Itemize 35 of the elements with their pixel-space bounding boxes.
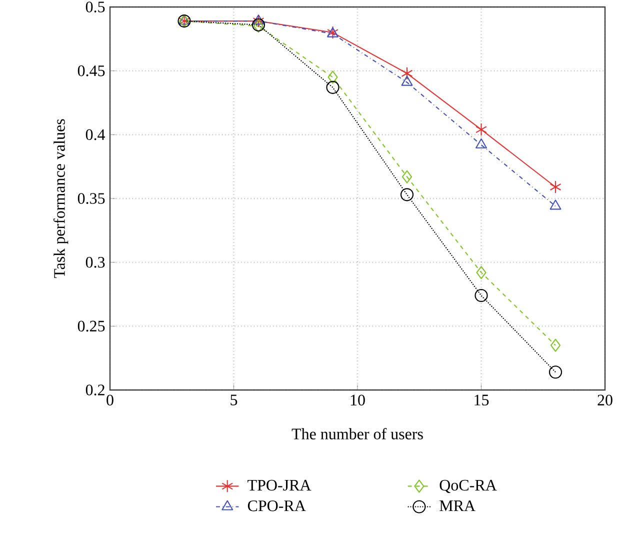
point bbox=[550, 200, 562, 210]
x-tick-label: 15 bbox=[474, 394, 489, 406]
point bbox=[402, 170, 412, 184]
x-tick-label: 0 bbox=[106, 394, 114, 406]
y-tick-label: 0.35 bbox=[78, 193, 105, 204]
point bbox=[252, 14, 264, 25]
point bbox=[548, 366, 562, 379]
point bbox=[474, 288, 488, 302]
point bbox=[476, 138, 487, 148]
x-tick-label: 10 bbox=[350, 394, 365, 406]
point bbox=[550, 180, 562, 194]
point bbox=[401, 66, 413, 80]
x-axis-title: The number of users bbox=[292, 428, 423, 440]
legend-label: MRA bbox=[440, 500, 476, 512]
point bbox=[400, 188, 414, 202]
legend-label: TPO-JRA bbox=[248, 480, 312, 491]
y-tick-label: 0.25 bbox=[78, 320, 105, 332]
y-tick-label: 0.2 bbox=[86, 384, 104, 396]
x-tick-label: 5 bbox=[230, 394, 238, 406]
point bbox=[328, 70, 338, 84]
legend-label: CPO-RA bbox=[248, 500, 306, 512]
y-tick-label: 0.45 bbox=[78, 65, 105, 76]
point bbox=[476, 266, 486, 280]
x-tick-label: 20 bbox=[598, 394, 612, 406]
point bbox=[550, 338, 561, 352]
point bbox=[252, 14, 264, 28]
y-tick-label: 0.3 bbox=[86, 256, 105, 268]
point bbox=[326, 80, 340, 94]
point bbox=[401, 76, 413, 86]
y-axis-title: Task performance values bbox=[53, 119, 68, 278]
legend-label: QoC-RA bbox=[440, 480, 497, 494]
point bbox=[476, 123, 487, 136]
point bbox=[178, 14, 190, 25]
y-tick-label: 0.5 bbox=[86, 2, 105, 12]
y-tick-label: 0.4 bbox=[86, 129, 106, 140]
